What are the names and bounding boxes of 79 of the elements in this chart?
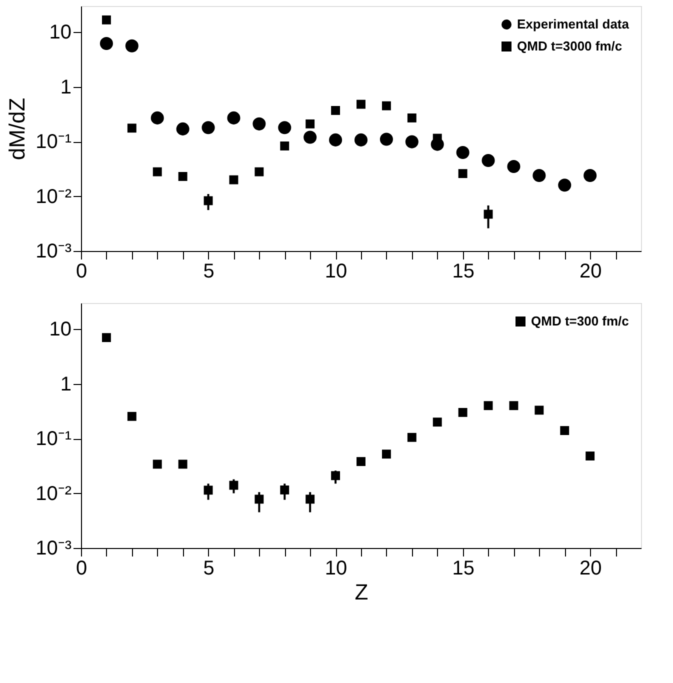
y-tick-label: 10	[49, 318, 72, 341]
y-tick-label: 10⁻²	[36, 186, 72, 208]
point	[254, 494, 264, 504]
point	[127, 124, 136, 133]
point	[100, 36, 113, 50]
point	[178, 460, 188, 469]
legend-label: QMD t=3000 fm/c	[517, 38, 622, 54]
x-tick-label: 20	[579, 558, 602, 580]
point	[229, 175, 238, 184]
point	[178, 172, 188, 181]
point	[458, 169, 468, 178]
point	[280, 485, 290, 494]
point	[252, 117, 266, 130]
y-tick-label: 10⁻³	[36, 240, 72, 262]
point	[304, 130, 317, 144]
x-axis-title: Z	[354, 580, 368, 604]
x-tick-label: 10	[324, 558, 348, 580]
point	[125, 39, 138, 52]
point	[204, 196, 213, 206]
legend-label: Experimental data	[517, 16, 630, 32]
y-tick-label: 10⁻²	[36, 482, 72, 505]
point	[152, 167, 162, 176]
y-tick-label: 10⁻¹	[36, 131, 72, 154]
point	[329, 133, 342, 146]
point	[102, 333, 111, 342]
point	[331, 106, 340, 115]
y-tick-label: 10⁻¹	[36, 428, 72, 450]
point	[204, 486, 213, 495]
x-tick-label: 20	[579, 260, 602, 282]
point	[509, 401, 518, 410]
point	[254, 167, 264, 176]
point	[584, 168, 597, 182]
y-tick-label: 10⁻³	[36, 538, 72, 560]
point	[407, 432, 416, 442]
x-tick-label: 15	[452, 558, 474, 580]
x-tick-label: 15	[452, 260, 474, 282]
x-tick-label: 10	[324, 260, 348, 282]
point	[229, 480, 238, 490]
x-tick-label: 0	[76, 558, 88, 580]
point	[152, 460, 162, 469]
point	[227, 111, 240, 124]
point	[306, 494, 315, 504]
point	[102, 15, 111, 24]
x-tick-label: 5	[203, 558, 214, 580]
point	[331, 471, 340, 480]
point	[482, 154, 495, 168]
point	[484, 210, 493, 219]
point	[458, 408, 468, 417]
point	[407, 113, 416, 122]
point	[532, 168, 546, 182]
point	[534, 406, 544, 415]
point	[127, 412, 136, 421]
point	[202, 121, 215, 134]
point	[382, 101, 391, 110]
point	[176, 122, 190, 136]
point	[382, 450, 391, 459]
legend-label: QMD t=300 fm/c	[531, 314, 629, 328]
point	[432, 418, 442, 427]
point	[586, 452, 595, 460]
x-tick-label: 5	[203, 260, 214, 282]
point	[278, 121, 292, 134]
point	[306, 119, 315, 128]
x-tick-label: 0	[76, 260, 88, 282]
point	[560, 426, 570, 436]
y-tick-label: 1	[60, 76, 72, 98]
point	[356, 457, 366, 466]
y-tick-label: 10	[49, 22, 72, 44]
y-axis-title: dM/dZ	[4, 98, 30, 160]
point	[380, 132, 393, 146]
point	[280, 142, 290, 150]
point	[484, 401, 493, 410]
point	[558, 178, 572, 192]
point	[356, 100, 366, 109]
point	[456, 146, 470, 160]
point	[150, 111, 164, 124]
point	[354, 133, 368, 146]
point	[507, 160, 520, 174]
point	[405, 135, 418, 148]
y-tick-label: 1	[60, 373, 72, 396]
